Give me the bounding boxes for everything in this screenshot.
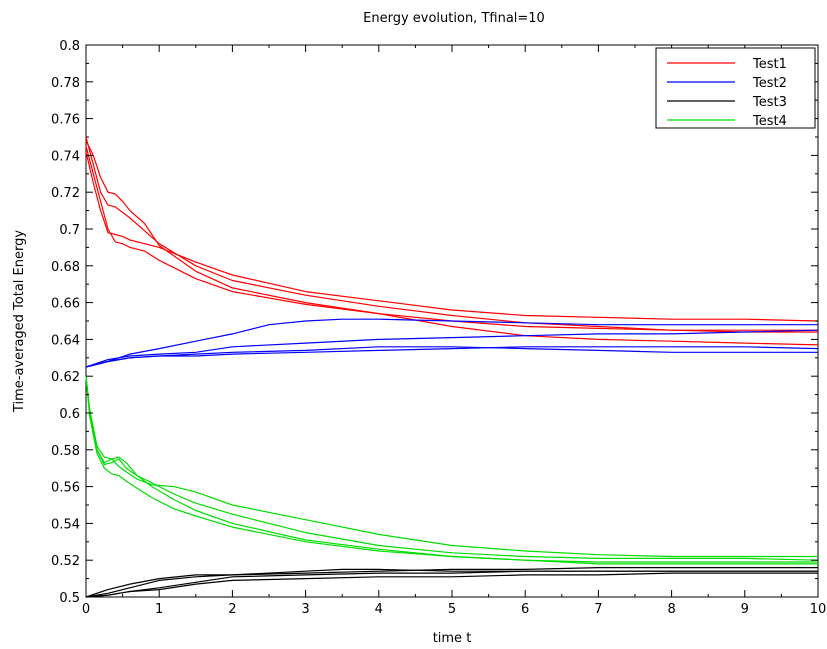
legend: Test1 Test2 Test3 Test4 — [655, 47, 816, 129]
x-tick-label: 8 — [667, 602, 675, 617]
x-tick-label: 0 — [82, 602, 90, 617]
x-tick-label: 2 — [228, 602, 236, 617]
x-tick-label: 10 — [810, 602, 827, 617]
series-line-test3-run-1 — [85, 567, 818, 598]
x-tick-label: 6 — [521, 602, 529, 617]
y-tick-label: 0.58 — [51, 444, 80, 459]
axes-layer: 0 1 2 3 4 5 6 7 8 9 10 0.5 0.52 0.54 0.56 0.58 0.6 0.62 0.… — [51, 39, 826, 617]
legend-label-test3: Test3 — [752, 95, 787, 110]
legend-label-test2: Test2 — [752, 76, 787, 91]
series-line-test4-run-1 — [85, 376, 818, 563]
series-lines-layer — [85, 136, 819, 598]
x-tick-label: 9 — [741, 602, 749, 617]
series-line-test4-run-3 — [85, 376, 819, 561]
y-tick-label: 0.8 — [59, 39, 80, 54]
y-tick-label: 0.74 — [51, 149, 80, 164]
x-tick-label: 1 — [155, 602, 163, 617]
series-line-test3-run-4 — [85, 572, 818, 598]
x-axis-label: time t — [433, 631, 472, 646]
y-tick-label: 0.62 — [51, 370, 80, 385]
x-tick-label: 7 — [594, 602, 602, 617]
y-tick-label: 0.78 — [51, 76, 80, 91]
y-tick-label: 0.64 — [51, 333, 80, 348]
legend-box — [655, 47, 816, 129]
y-tick-label: 0.68 — [51, 260, 80, 275]
y-tick-label: 0.72 — [51, 186, 80, 201]
y-tick-label: 0.54 — [51, 517, 80, 532]
series-line-test2-run-4 — [85, 346, 819, 368]
series-line-test2-run-1 — [85, 318, 818, 368]
y-tick-label: 0.66 — [51, 297, 80, 312]
y-tick-label: 0.6 — [59, 407, 80, 422]
series-line-test4-run-4 — [85, 376, 818, 558]
series-line-test1-run-3 — [85, 140, 819, 346]
y-axis-label: Time-averaged Total Energy — [12, 230, 27, 413]
y-tick-label: 0.7 — [59, 223, 80, 238]
series-line-test4-run-2 — [85, 376, 818, 565]
series-line-test1-run-4 — [85, 151, 819, 322]
series-line-test2-run-2 — [85, 329, 819, 368]
x-tick-label: 5 — [448, 602, 456, 617]
legend-label-test4: Test4 — [752, 114, 787, 129]
y-tick-label: 0.52 — [51, 554, 80, 569]
y-tick-label: 0.56 — [51, 481, 80, 496]
y-tick-label: 0.5 — [59, 591, 80, 606]
series-line-test1-run-2 — [85, 146, 818, 331]
chart-title: Energy evolution, Tfinal=10 — [363, 11, 545, 26]
legend-label-test1: Test1 — [752, 57, 787, 72]
x-tick-label: 3 — [301, 602, 309, 617]
y-tick-label: 0.76 — [51, 113, 80, 128]
series-line-test1-run-1 — [85, 136, 818, 333]
x-tick-label: 4 — [375, 602, 383, 617]
series-line-test3-run-3 — [85, 568, 818, 598]
